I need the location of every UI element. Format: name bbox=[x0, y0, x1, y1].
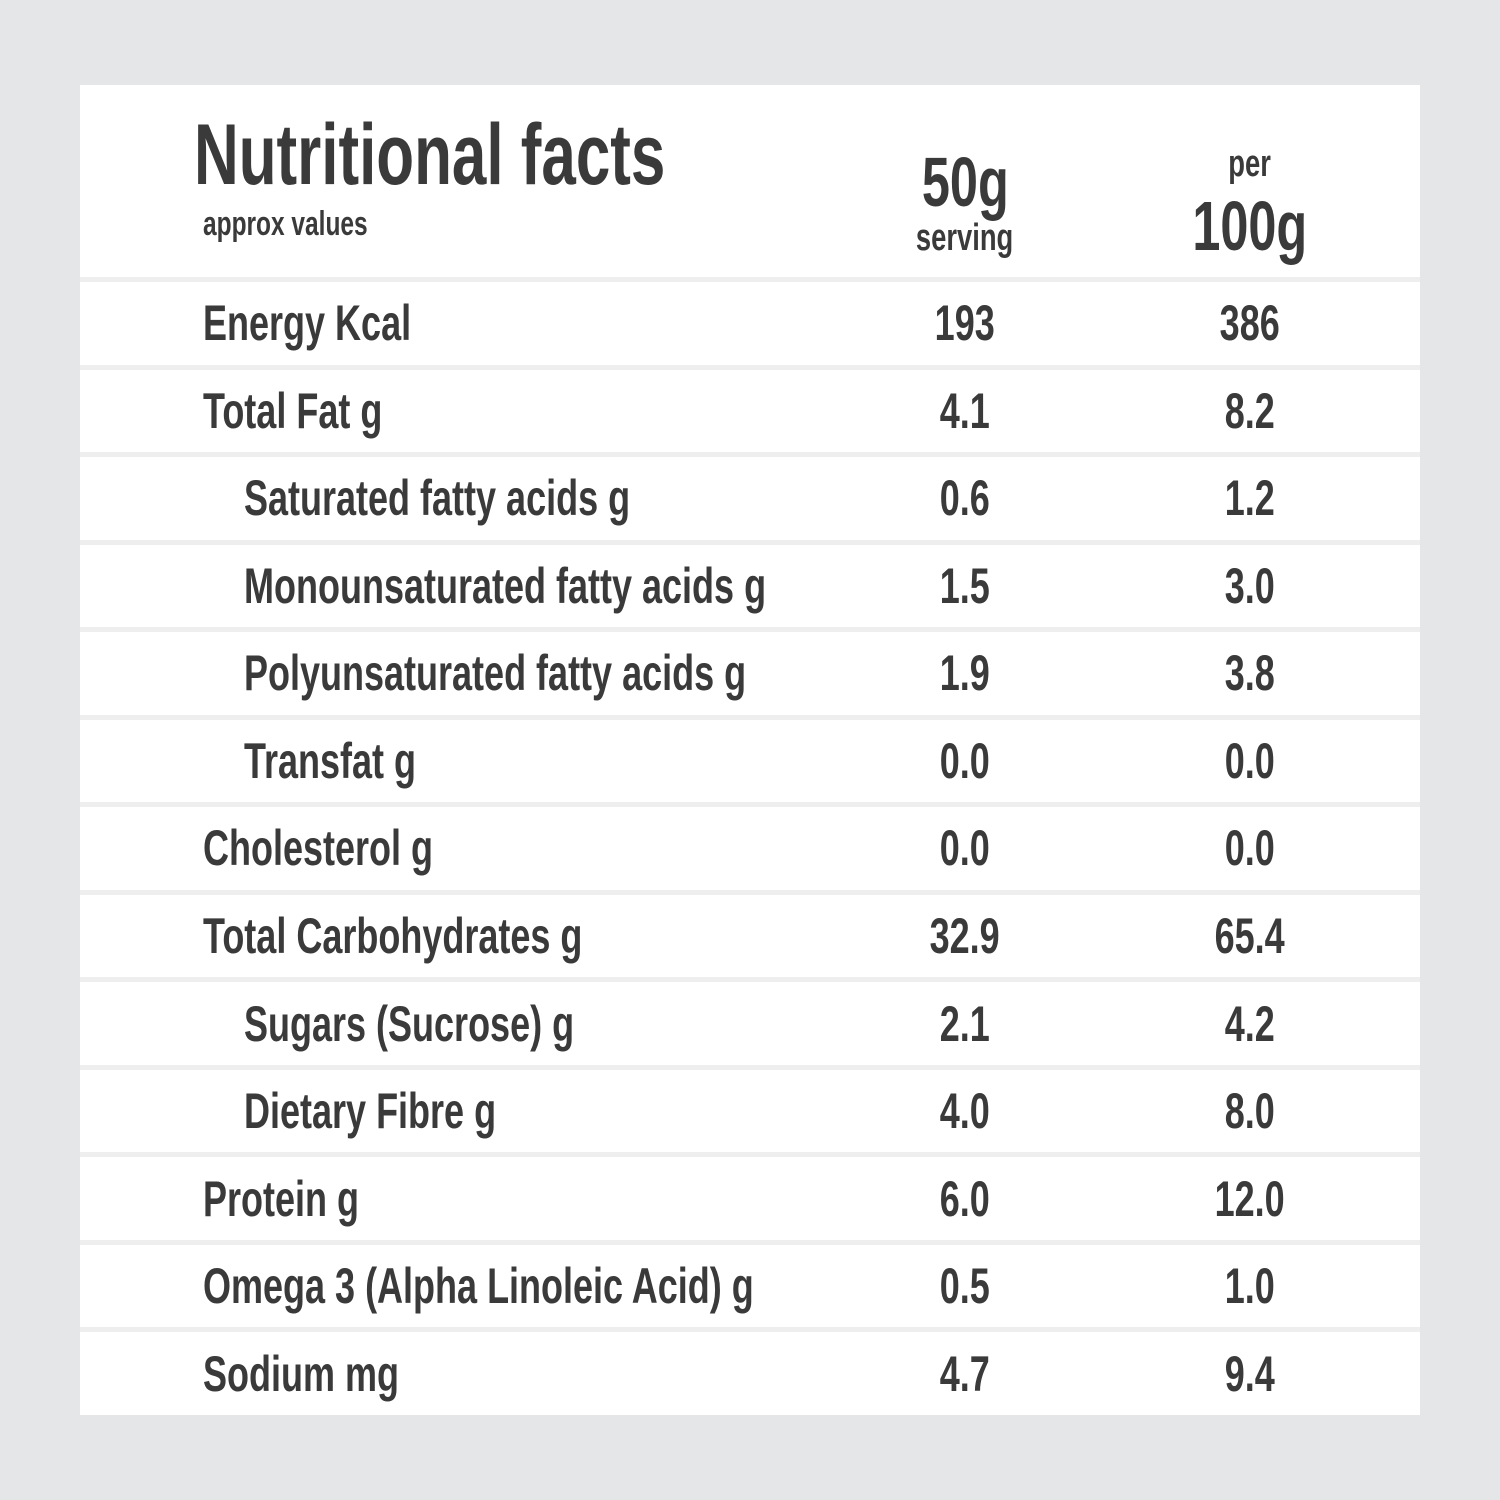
row-label: Protein g bbox=[203, 1170, 360, 1227]
table-row: Saturated fatty acids g 0.6 1.2 bbox=[80, 457, 1420, 540]
per-100g-value: 4.2 bbox=[1224, 995, 1276, 1052]
serving-value: 0.5 bbox=[939, 1258, 991, 1315]
table-row: Polyunsaturated fatty acids g 1.9 3.8 bbox=[80, 632, 1420, 715]
table-row: Total Carbohydrates g 32.9 65.4 bbox=[80, 894, 1420, 978]
per-label: per bbox=[1228, 143, 1272, 186]
table-row: Dietary Fibre g 4.0 8.0 bbox=[80, 1069, 1420, 1153]
table-row: Cholesterol g 0.0 0.0 bbox=[80, 807, 1420, 890]
per-100g-value: 0.0 bbox=[1224, 820, 1276, 877]
row-label: Total Fat g bbox=[203, 382, 383, 439]
per-100g-value: 9.4 bbox=[1224, 1345, 1276, 1402]
per-100g-value: 65.4 bbox=[1214, 907, 1286, 964]
serving-value: 193 bbox=[934, 295, 996, 352]
row-label: Dietary Fibre g bbox=[244, 1083, 497, 1140]
per-100g-value: 3.8 bbox=[1224, 645, 1276, 702]
row-label: Total Carbohydrates g bbox=[203, 907, 583, 964]
serving-amount-label: 50g bbox=[921, 143, 1009, 222]
table-row: Protein g 6.0 12.0 bbox=[80, 1157, 1420, 1240]
serving-value: 4.1 bbox=[939, 382, 991, 439]
row-label: Cholesterol g bbox=[203, 820, 434, 877]
serving-value: 32.9 bbox=[929, 907, 1001, 964]
serving-value: 1.9 bbox=[939, 645, 991, 702]
per-100g-value: 3.0 bbox=[1224, 557, 1276, 614]
column-header-per-100g: per 100g bbox=[1065, 85, 1420, 277]
row-label: Omega 3 (Alpha Linoleic Acid) g bbox=[203, 1258, 754, 1315]
per-100g-value: 1.2 bbox=[1224, 470, 1276, 527]
table-row: Sodium mg 4.7 9.4 bbox=[80, 1332, 1420, 1415]
subtitle: approx values bbox=[203, 205, 368, 243]
per-100g-value: 8.0 bbox=[1224, 1083, 1276, 1140]
serving-value: 2.1 bbox=[939, 995, 991, 1052]
row-label: Monounsaturated fatty acids g bbox=[244, 557, 767, 614]
table-row: Omega 3 (Alpha Linoleic Acid) g 0.5 1.0 bbox=[80, 1244, 1420, 1328]
per-100g-value: 0.0 bbox=[1224, 732, 1276, 789]
table-row: Monounsaturated fatty acids g 1.5 3.0 bbox=[80, 544, 1420, 628]
serving-value: 1.5 bbox=[939, 557, 991, 614]
serving-value: 0.0 bbox=[939, 732, 991, 789]
table-header: Nutritional facts approx values 50g serv… bbox=[80, 85, 1420, 277]
per-100g-value: 8.2 bbox=[1224, 382, 1276, 439]
per-100g-value: 12.0 bbox=[1214, 1170, 1286, 1227]
table-row: Total Fat g 4.1 8.2 bbox=[80, 369, 1420, 453]
title-block: Nutritional facts approx values bbox=[80, 85, 865, 277]
row-label: Energy Kcal bbox=[203, 295, 412, 352]
per-100g-value: 386 bbox=[1219, 295, 1281, 352]
per-amount-label: 100g bbox=[1192, 187, 1308, 265]
serving-unit-label: serving bbox=[916, 217, 1014, 260]
table-row: Sugars (Sucrose) g 2.1 4.2 bbox=[80, 982, 1420, 1065]
row-label: Sugars (Sucrose) g bbox=[244, 995, 575, 1052]
nutrition-facts-panel: Nutritional facts approx values 50g serv… bbox=[80, 85, 1420, 1415]
row-label: Sodium mg bbox=[203, 1345, 399, 1402]
table-row: Energy Kcal 193 386 bbox=[80, 282, 1420, 365]
serving-value: 4.7 bbox=[939, 1345, 991, 1402]
per-100g-value: 1.0 bbox=[1224, 1258, 1276, 1315]
row-label: Polyunsaturated fatty acids g bbox=[244, 645, 747, 702]
page-title: Nutritional facts bbox=[194, 107, 666, 203]
serving-value: 6.0 bbox=[939, 1170, 991, 1227]
serving-value: 4.0 bbox=[939, 1083, 991, 1140]
serving-value: 0.0 bbox=[939, 820, 991, 877]
table-row: Transfat g 0.0 0.0 bbox=[80, 719, 1420, 803]
column-header-serving: 50g serving bbox=[865, 85, 1065, 277]
row-label: Saturated fatty acids g bbox=[244, 470, 631, 527]
row-label: Transfat g bbox=[244, 732, 417, 789]
serving-value: 0.6 bbox=[939, 470, 991, 527]
